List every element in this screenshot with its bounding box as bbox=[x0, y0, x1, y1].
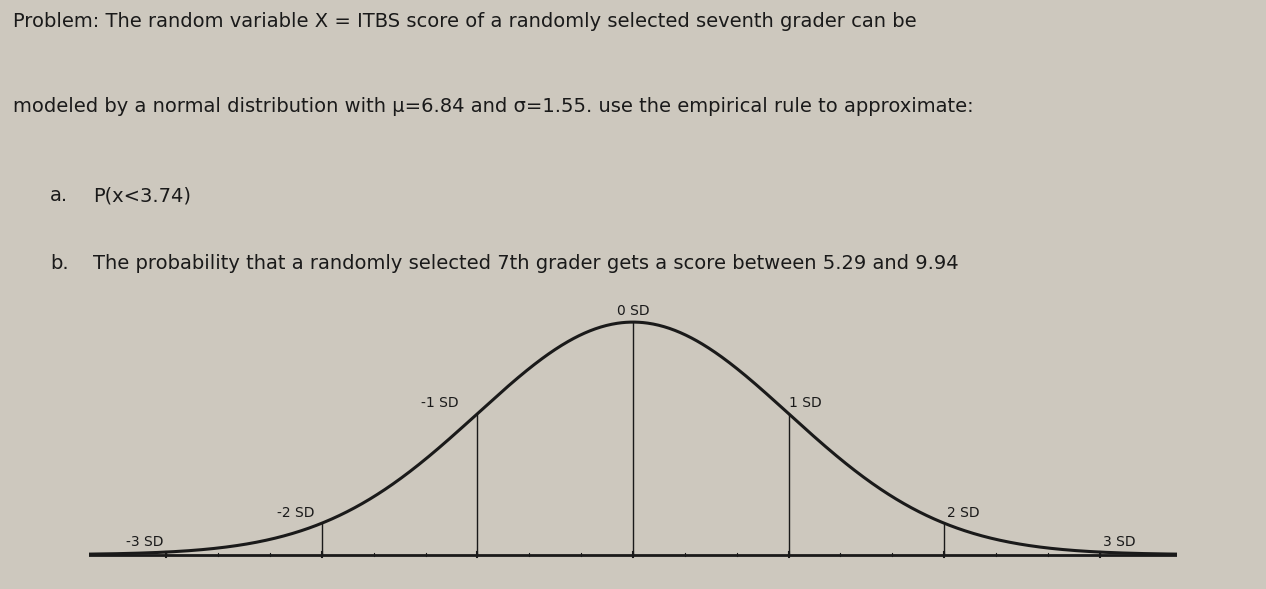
Text: -1 SD: -1 SD bbox=[422, 396, 458, 410]
Text: 2 SD: 2 SD bbox=[947, 505, 980, 519]
Text: Problem: The random variable X = ITBS score of a randomly selected seventh grade: Problem: The random variable X = ITBS sc… bbox=[13, 12, 917, 31]
Text: 0 SD: 0 SD bbox=[617, 303, 649, 317]
Text: -2 SD: -2 SD bbox=[277, 505, 314, 519]
Text: b.: b. bbox=[49, 253, 68, 273]
Text: P(x<3.74): P(x<3.74) bbox=[94, 186, 191, 206]
Text: modeled by a normal distribution with μ=6.84 and σ=1.55. use the empirical rule : modeled by a normal distribution with μ=… bbox=[13, 97, 974, 116]
Text: 3 SD: 3 SD bbox=[1103, 535, 1136, 550]
Text: The probability that a randomly selected 7th grader gets a score between 5.29 an: The probability that a randomly selected… bbox=[94, 253, 958, 273]
Text: -3 SD: -3 SD bbox=[125, 535, 163, 550]
Text: 1 SD: 1 SD bbox=[789, 396, 822, 410]
Text: a.: a. bbox=[49, 186, 68, 206]
